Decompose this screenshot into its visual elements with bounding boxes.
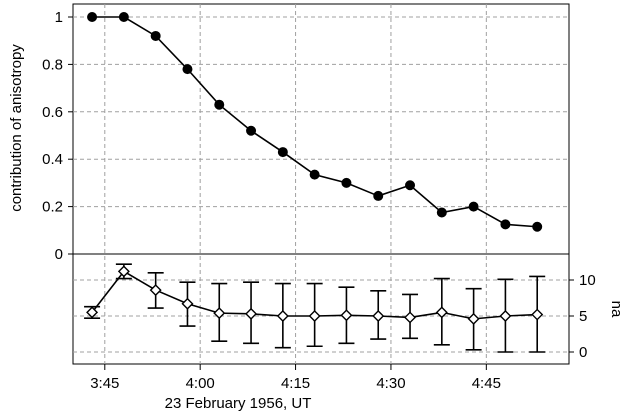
anisotropy-point [87,12,98,22]
top-y-tick-label: 0.6 [42,104,63,121]
top-panel-frame [72,3,570,255]
anisotropy-point [214,99,225,110]
anisotropy-point [309,169,320,180]
anisotropy-point [246,125,257,136]
bottom-y-tick-label: 0 [579,344,587,361]
na-point [245,307,258,320]
anisotropy-point [500,219,511,230]
grid-lines [73,4,569,364]
na-point [531,308,544,321]
na-point [181,297,194,310]
na-point [404,311,417,324]
na-point [372,310,385,322]
anisotropy-point [405,180,416,191]
bottom-panel-frame [72,253,570,365]
na-point [213,307,226,320]
anisotropy-point [532,221,543,232]
na-point [276,310,289,322]
anisotropy-point [182,64,193,75]
na-point [308,310,321,322]
bottom-y-tick-label: 5 [579,308,587,325]
x-tick-label: 4:00 [186,375,215,392]
anisotropy-point [341,177,352,188]
na-point [435,306,448,319]
tick-marks [68,16,574,370]
top-y-tick-label: 1 [55,9,63,26]
na-point [86,306,99,319]
top-y-tick-label: 0.8 [42,56,63,73]
anisotropy-series [87,12,543,232]
anisotropy-point [436,207,447,218]
na-point [340,309,353,322]
x-tick-label: 3:45 [90,375,119,392]
top-y-tick-label: 0 [55,246,63,263]
x-axis-title: 23 February 1956, UT [165,395,312,412]
x-tick-label: 4:15 [281,375,310,392]
anisotropy-line [92,16,538,228]
anisotropy-point [277,147,288,158]
x-tick-label: 4:45 [472,375,501,392]
anisotropy-point [373,190,384,201]
bottom-y-axis-title: na [608,301,625,318]
na-point [499,310,512,322]
top-y-tick-label: 0.2 [42,199,63,216]
top-y-axis-title: contribution of anisotropy [8,44,25,212]
top-y-tick-label: 0.4 [42,151,63,168]
na-point [467,312,480,325]
x-tick-label: 4:30 [376,375,405,392]
anisotropy-point [150,30,161,41]
anisotropy-point [118,12,129,22]
na-point [149,284,162,297]
na-series [84,263,546,353]
na-point [117,265,130,278]
anisotropy-point [468,201,479,212]
bottom-y-tick-label: 10 [579,272,596,289]
